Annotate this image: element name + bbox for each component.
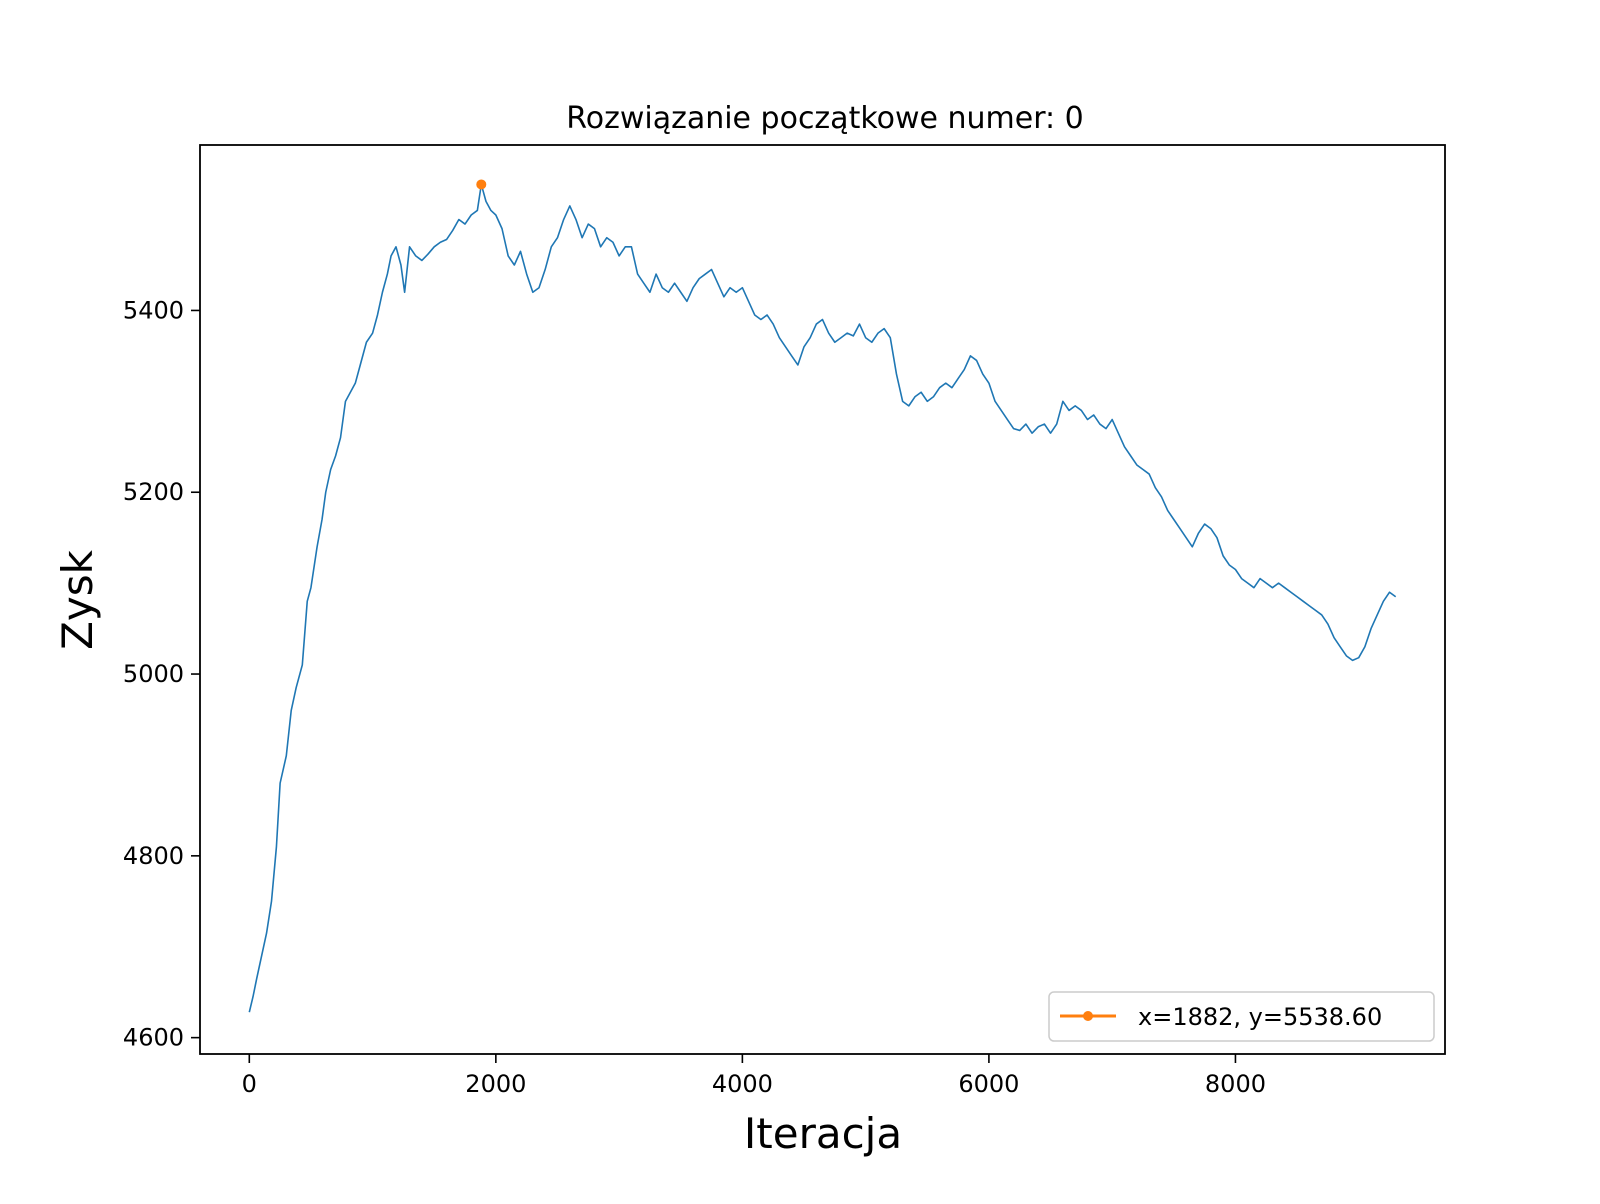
legend-marker-swatch xyxy=(1083,1011,1093,1021)
y-tick-label: 5000 xyxy=(123,660,184,688)
x-tick-label: 8000 xyxy=(1205,1070,1266,1098)
x-tick-label: 6000 xyxy=(958,1070,1019,1098)
x-tick-label: 2000 xyxy=(465,1070,526,1098)
legend-entry-label: x=1882, y=5538.60 xyxy=(1138,1003,1382,1031)
x-axis: 0 2000 4000 6000 8000 xyxy=(242,1054,1266,1098)
legend: x=1882, y=5538.60 xyxy=(1048,991,1435,1042)
chart-title: Rozwiązanie początkowe numer: 0 xyxy=(566,101,1084,136)
series-line xyxy=(248,183,1397,1013)
y-axis-label: Zysk xyxy=(53,549,102,650)
x-axis-label: Iteracja xyxy=(744,1109,902,1158)
max-point-marker xyxy=(476,179,487,190)
y-tick-label: 4600 xyxy=(123,1024,184,1052)
x-tick-label: 4000 xyxy=(712,1070,773,1098)
y-tick-label: 5200 xyxy=(123,478,184,506)
plot-frame xyxy=(199,144,1446,1055)
legend-box xyxy=(1048,991,1435,1042)
y-tick-label: 4800 xyxy=(123,842,184,870)
plot-area xyxy=(248,179,1397,1013)
y-axis: 4600 4800 5000 5200 5400 xyxy=(123,296,200,1052)
y-tick-label: 5400 xyxy=(123,296,184,324)
x-tick-label: 0 xyxy=(242,1070,257,1098)
